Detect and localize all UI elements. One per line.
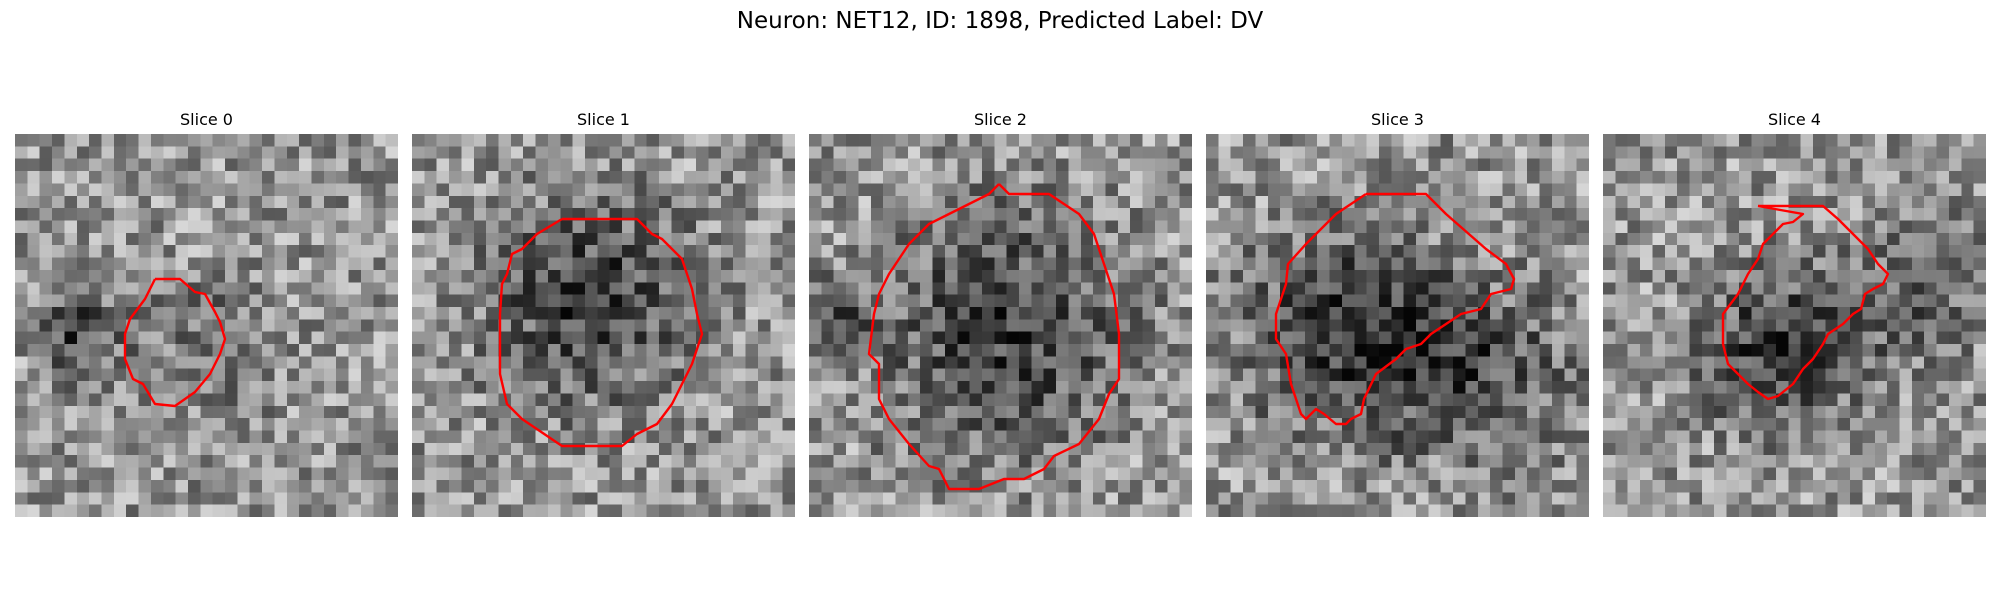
slice-contour-2 [867, 183, 1121, 491]
slice-panel-4: Slice 4 [1603, 110, 1986, 517]
slice-panel-1: Slice 1 [412, 110, 795, 517]
slice-contour-3 [1274, 192, 1516, 426]
slice-contour-1 [498, 217, 704, 448]
slice-title-0: Slice 0 [180, 110, 233, 129]
slice-image-3 [1206, 134, 1589, 517]
slice-contour-0 [123, 277, 227, 408]
slice-title-1: Slice 1 [577, 110, 630, 129]
slice-title-4: Slice 4 [1768, 110, 1821, 129]
slice-panel-3: Slice 3 [1206, 110, 1589, 517]
slice-panel-0: Slice 0 [15, 110, 398, 517]
figure-title: Neuron: NET12, ID: 1898, Predicted Label… [736, 8, 1264, 34]
slice-image-4 [1603, 134, 1986, 517]
slice-title-2: Slice 2 [974, 110, 1027, 129]
slice-image-1 [412, 134, 795, 517]
slice-title-3: Slice 3 [1371, 110, 1424, 129]
slice-contour-4 [1721, 204, 1890, 401]
slice-image-0 [15, 134, 398, 517]
slice-panel-2: Slice 2 [809, 110, 1192, 517]
